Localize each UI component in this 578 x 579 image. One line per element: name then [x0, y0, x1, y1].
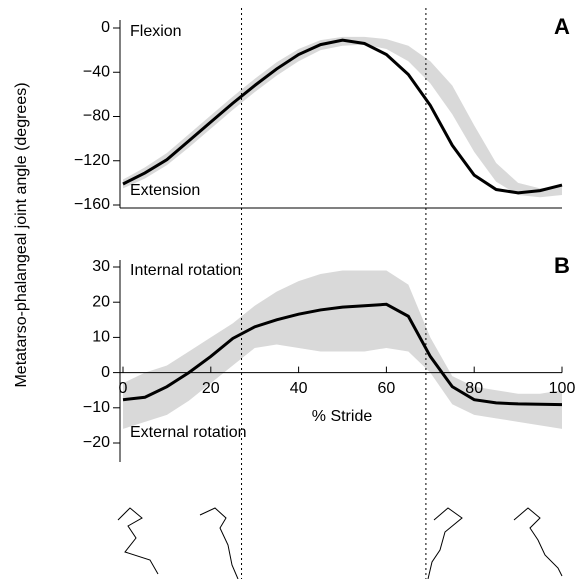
x-tick-label: 40: [290, 380, 308, 397]
x-tick-label: 20: [202, 380, 220, 397]
stick-figures: [117, 507, 563, 579]
y-axis-label: Metatarso-phalangeal joint angle (degree…: [13, 82, 30, 387]
background-layer: [123, 36, 562, 429]
annotation: Flexion: [130, 23, 182, 40]
stick-figure: [199, 507, 239, 579]
y-tick-label: 0: [101, 19, 110, 36]
y-tick-label: −80: [83, 108, 110, 125]
y-tick-label: −120: [74, 152, 110, 169]
stick-figure: [513, 507, 563, 577]
x-tick-label: 60: [378, 380, 396, 397]
annotation: External rotation: [130, 424, 247, 441]
mean-line: [122, 38, 563, 195]
x-tick-label: 0: [119, 380, 128, 397]
y-tick-label: −160: [74, 196, 110, 213]
y-tick-label: 0: [101, 364, 110, 381]
mean-line: [122, 302, 563, 407]
y-tick-label: −20: [83, 434, 110, 451]
y-tick-label: 30: [92, 258, 110, 275]
foreground-layer: 0−40−80−120−160AFlexionExtension3020100−…: [74, 8, 575, 579]
annotation: Extension: [130, 182, 200, 199]
panel-label: B: [554, 253, 570, 278]
annotation: Internal rotation: [130, 262, 241, 279]
variance-band: [123, 270, 562, 429]
y-tick-label: 20: [92, 293, 110, 310]
stick-figure: [427, 507, 463, 579]
y-tick-label: 10: [92, 329, 110, 346]
variance-band: [123, 36, 562, 198]
x-axis-label: % Stride: [312, 408, 373, 425]
x-tick-label: 80: [465, 380, 483, 397]
x-tick-label: 100: [549, 380, 576, 397]
stick-figure: [117, 507, 159, 575]
panel-label: A: [554, 14, 570, 39]
y-tick-label: −10: [83, 399, 110, 416]
y-tick-label: −40: [83, 63, 110, 80]
